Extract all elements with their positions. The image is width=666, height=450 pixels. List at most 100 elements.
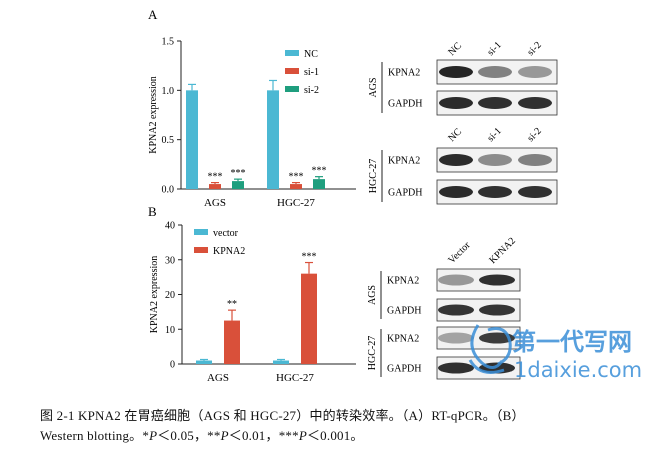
protein-label: GAPDH — [387, 364, 421, 375]
watermark-url: 1daixie.com — [514, 358, 642, 382]
protein-label: KPNA2 — [387, 276, 419, 287]
protein-label: GAPDH — [387, 306, 421, 317]
lane-label: si-1 — [485, 40, 503, 58]
watermark-swirl-icon — [468, 324, 512, 374]
cell-line-label: AGS — [367, 285, 378, 305]
caption-threshold: ＜0.001。 — [306, 428, 364, 443]
legend-label: KPNA2 — [213, 246, 245, 257]
significance-label: *** — [208, 172, 223, 183]
legend-label: si-2 — [304, 85, 319, 96]
y-axis-label: KPNA2 expression — [149, 256, 160, 334]
western-blot-overexpression: Vector KPNA2 AGS KPNA2 GAPDH HGC-27 KPNA2 GAPDH — [367, 236, 521, 380]
blot-frame — [436, 298, 521, 322]
bar — [232, 181, 244, 189]
watermark-text: 第一代写网 — [512, 328, 632, 356]
x-category-label: HGC-27 — [277, 197, 315, 209]
x-category-label: AGS — [207, 372, 229, 384]
blot-band — [439, 97, 473, 109]
lane-label: si-2 — [525, 126, 543, 144]
y-axis-label: KPNA2 expression — [148, 76, 159, 154]
legend-label: si-1 — [304, 67, 319, 78]
x-category-label: AGS — [204, 197, 226, 209]
panel-b-label: B — [148, 204, 157, 219]
blot-band — [478, 97, 512, 109]
blot-band — [479, 304, 515, 316]
lane-label: Vector — [446, 239, 473, 266]
blot-band — [439, 154, 473, 166]
protein-label: KPNA2 — [387, 334, 419, 345]
lane-label: KPNA2 — [487, 236, 518, 267]
bar — [186, 90, 198, 189]
western-blot-knockdown: NC si-1 si-2 AGS KPNA2 GAPDH HGC-27 KPNA2 GAPDH N… — [368, 40, 558, 205]
legend-label: vector — [213, 228, 239, 239]
blot-band — [438, 274, 474, 286]
significance-label: *** — [312, 166, 327, 177]
blot-frame — [436, 268, 521, 292]
cell-line-label: HGC-27 — [367, 336, 378, 370]
significance-label: ** — [227, 299, 237, 310]
protein-label: KPNA2 — [388, 156, 420, 167]
blot-band — [478, 66, 512, 78]
bar — [224, 320, 240, 364]
y-tick-label: 0.0 — [162, 185, 175, 196]
blot-band — [518, 186, 552, 198]
blot-band — [478, 186, 512, 198]
watermark-logo: 第一代写网 1daixie.com — [468, 324, 642, 382]
bar — [267, 90, 279, 189]
blot-band — [518, 97, 552, 109]
lane-label: si-2 — [525, 40, 543, 58]
legend-swatch — [194, 247, 208, 253]
caption-threshold: ＜0.01，*** — [228, 428, 299, 443]
caption-pre: Western blotting。* — [40, 428, 150, 443]
bar — [290, 184, 302, 189]
chart-a-rtqpcr: 0.0 0.5 1.0 1.5 KPNA2 expression AGS *** *** HGC… — [148, 37, 356, 209]
blot-band — [479, 274, 515, 286]
y-tick-label: 0 — [170, 360, 175, 371]
blot-band — [438, 304, 474, 316]
legend-swatch — [285, 86, 299, 92]
lane-label: si-1 — [485, 126, 503, 144]
caption-line-2: Western blotting。*P＜0.05，**P＜0.01，***P＜0… — [40, 426, 650, 446]
protein-label: GAPDH — [388, 188, 422, 199]
caption-p-symbol: P — [220, 428, 229, 443]
blot-band — [518, 66, 552, 78]
y-tick-label: 20 — [165, 290, 175, 301]
significance-label: *** — [289, 172, 304, 183]
caption-line-1: 图 2-1 KPNA2 在胃癌细胞（AGS 和 HGC-27）中的转染效率。（A… — [40, 408, 525, 423]
y-tick-label: 1.0 — [162, 86, 175, 97]
y-tick-label: 0.5 — [162, 135, 175, 146]
bar — [196, 360, 212, 364]
x-category-label: HGC-27 — [276, 372, 314, 384]
caption-p-symbol: P — [149, 428, 158, 443]
protein-label: KPNA2 — [388, 68, 420, 79]
caption-threshold: ＜0.05，** — [157, 428, 221, 443]
bar — [209, 184, 221, 189]
blot-band — [518, 154, 552, 166]
caption-p-symbol: P — [298, 428, 307, 443]
lane-label: NC — [446, 126, 464, 144]
significance-label: *** — [302, 252, 317, 263]
legend-swatch — [285, 50, 299, 56]
y-tick-label: 10 — [165, 325, 175, 336]
blot-band — [439, 186, 473, 198]
cell-line-label: HGC-27 — [368, 159, 379, 193]
figure-caption: 图 2-1 KPNA2 在胃癌细胞（AGS 和 HGC-27）中的转染效率。（A… — [40, 406, 650, 446]
lane-label: NC — [446, 40, 464, 58]
blot-band — [439, 66, 473, 78]
legend-swatch — [285, 68, 299, 74]
y-tick-label: 1.5 — [162, 37, 175, 48]
blot-band — [438, 332, 474, 344]
y-tick-label: 40 — [165, 221, 175, 232]
blot-band — [478, 154, 512, 166]
legend-swatch — [194, 229, 208, 235]
significance-label: *** — [231, 168, 246, 179]
cell-line-label: AGS — [368, 77, 379, 97]
panel-a-label: A — [148, 7, 158, 22]
blot-band — [438, 362, 474, 374]
y-tick-label: 30 — [165, 255, 175, 266]
chart-b-rtqpcr: 0 10 20 30 40 KPNA2 expression AGS ** HGC-27 *** v… — [149, 221, 356, 384]
bar — [313, 179, 325, 189]
protein-label: GAPDH — [388, 99, 422, 110]
bar — [301, 273, 317, 364]
